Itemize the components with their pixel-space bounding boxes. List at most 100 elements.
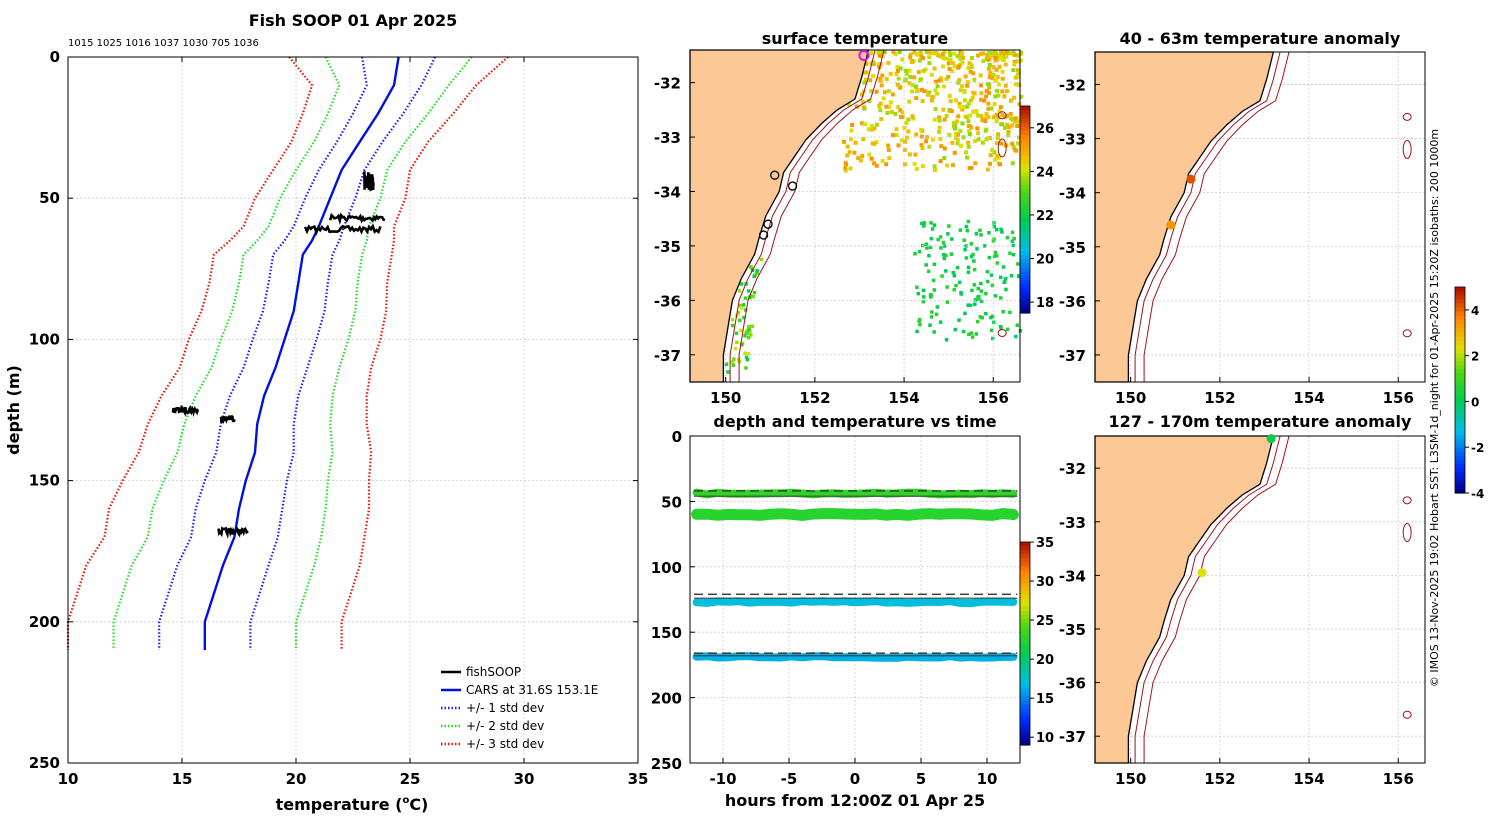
sst-pixel [987, 136, 992, 140]
sst-pixel [862, 105, 866, 110]
anomaly-point [1266, 434, 1276, 444]
sst-pixel [896, 105, 901, 109]
sst-pixel [871, 59, 876, 64]
sst-pixel [952, 64, 957, 69]
x-tick-label: 152 [1204, 389, 1235, 407]
x-tick-label: 0 [850, 770, 860, 788]
colorbar-segment [1455, 455, 1465, 461]
sst-pixel [853, 140, 858, 145]
sst-pixel [1012, 236, 1016, 241]
track-marker [763, 219, 773, 229]
sst-pixel [963, 74, 968, 79]
sst-pixel [843, 168, 848, 173]
sst-pixel [898, 108, 903, 113]
sst-pixel [1009, 98, 1013, 103]
profile-axes [67, 56, 639, 764]
sst-pixel [951, 61, 955, 65]
sst-pixel [993, 78, 998, 83]
sst-pixel [911, 116, 916, 121]
sst-pixel [990, 283, 995, 288]
fishsoop-data [217, 525, 249, 539]
colorbar-segment [1455, 373, 1465, 379]
sst-pixel [921, 299, 925, 304]
xlabel-sup: o [402, 795, 409, 806]
colorbar-segment [1020, 159, 1030, 165]
seamount-isobath [1402, 112, 1412, 121]
colorbar-segment [1020, 619, 1030, 624]
x-tick-label: 150 [1115, 770, 1146, 788]
seamount-isobath [997, 138, 1007, 158]
sst-pixel [896, 68, 900, 73]
sst-pixel [1005, 122, 1010, 127]
colorbar-segment [1455, 476, 1465, 482]
sst-pixel [918, 322, 922, 327]
colorbar-segment [1455, 414, 1465, 420]
sst-pixel [985, 81, 990, 86]
sst-pixel [869, 127, 874, 132]
y-tick-label: -34 [1059, 185, 1086, 203]
colorbar-tick-label: 20 [1036, 653, 1054, 668]
sst-pixel [944, 269, 948, 273]
sst-pixel [990, 314, 995, 319]
y-tick-label: -32 [654, 75, 681, 93]
sst-pixel [955, 141, 960, 146]
sst-pixel [877, 104, 882, 108]
colorbar-segment [1020, 151, 1030, 157]
y-tick-label: 100 [651, 559, 682, 577]
sst-pixel [935, 84, 940, 89]
colorbar-segment [1020, 566, 1030, 572]
land [1094, 51, 1275, 383]
sst-pixel [910, 114, 915, 119]
sst-pixel [949, 109, 954, 114]
sst-pixel [908, 152, 912, 157]
sst-pixel [881, 96, 886, 101]
sst-pixel [957, 318, 961, 322]
sst-pixel [1004, 54, 1009, 59]
sst-pixel [969, 166, 974, 170]
colorbar-segment [1020, 172, 1030, 177]
sst-pixel [742, 315, 746, 320]
sst-pixel [874, 163, 879, 168]
colorbar-segment [1020, 635, 1030, 641]
colorbar-segment [1020, 168, 1030, 173]
sst-pixel [737, 289, 742, 293]
sst-pixel [937, 78, 942, 83]
fishsoop-data [219, 414, 236, 424]
sst-pixel [1004, 287, 1008, 292]
sst-pixel [1010, 230, 1015, 235]
sst-pixel [1016, 59, 1021, 64]
sst-pixel [971, 90, 976, 95]
sst-pixel [744, 366, 748, 370]
sst-pixel [962, 238, 966, 242]
sst-pixel [938, 137, 943, 141]
y-tick-label: -35 [1059, 239, 1086, 257]
colorbar-segment [1455, 299, 1465, 305]
sst-pixel [983, 128, 988, 133]
sst-pixel [954, 283, 958, 288]
sst-pixel [1016, 119, 1021, 124]
colorbar-segment [1455, 431, 1465, 436]
sst-pixel [878, 101, 883, 106]
sst-pixel [743, 296, 748, 300]
x-tick-label: 152 [1204, 770, 1235, 788]
sst-pixel [995, 261, 999, 265]
sst-pixel [986, 57, 991, 62]
sst-pixel [1019, 50, 1024, 55]
sst-pixel [999, 296, 1003, 300]
sst-pixel [970, 288, 974, 293]
sst-pixel [937, 125, 942, 130]
colorbar-segment [1455, 484, 1465, 490]
sst-pixel [932, 223, 937, 227]
sst-pixel [993, 250, 998, 255]
sst-pixel [916, 291, 921, 296]
colorbar-segment [1020, 296, 1030, 302]
sst-pixel [984, 89, 989, 94]
sst-pixel [954, 119, 959, 124]
legend-entry: +/- 2 std dev [466, 719, 544, 733]
sst-pixel [990, 51, 995, 56]
sst-pixel [899, 115, 903, 119]
sst-pixel [992, 150, 997, 155]
colorbar-segment [1020, 671, 1030, 677]
sst-pixel [988, 153, 993, 158]
